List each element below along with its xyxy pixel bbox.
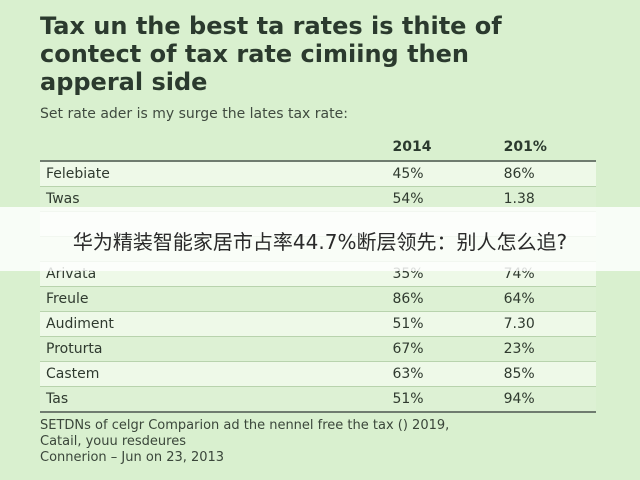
table-row: Castem 63% 85% xyxy=(40,361,596,387)
row-name: Tas xyxy=(40,386,392,413)
table-row: Tas 51% 94% xyxy=(40,386,596,413)
row-value-1: 67% xyxy=(391,336,503,362)
row-name: Castem xyxy=(40,361,392,387)
row-value-1: 45% xyxy=(391,161,503,187)
row-value-1: 63% xyxy=(391,361,503,387)
caption-text: 华为精装智能家居市占率44.7%断层领先：别人怎么追? xyxy=(72,230,568,254)
row-name: Freule xyxy=(40,286,392,312)
table-row: Audiment 51% 7.30 xyxy=(40,311,596,337)
row-value-2: 64% xyxy=(502,286,596,312)
row-value-1: 86% xyxy=(391,286,503,312)
row-name: Audiment xyxy=(40,311,392,337)
table-row: Felebiate 45% 86% xyxy=(40,161,596,187)
row-name: Proturta xyxy=(40,336,392,362)
header-year-2: 201% xyxy=(502,134,596,162)
table-row: Freule 86% 64% xyxy=(40,286,596,312)
row-value-1: 51% xyxy=(391,311,503,337)
row-value-2: 85% xyxy=(502,361,596,387)
row-value-2: 94% xyxy=(502,386,596,413)
header-year-1: 2014 xyxy=(391,134,503,162)
table-row: Proturta 67% 23% xyxy=(40,336,596,362)
row-value-2: 86% xyxy=(502,161,596,187)
row-value-1: 51% xyxy=(391,386,503,413)
table-header-row: 2014 201% xyxy=(40,134,596,162)
document-subtitle: Set rate ader is my surge the lates tax … xyxy=(40,106,348,122)
row-value-2: 7.30 xyxy=(502,311,596,337)
tax-rate-table: 2014 201% Felebiate 45% 86% Twas 54% 1.3… xyxy=(40,134,596,413)
header-name xyxy=(40,134,392,162)
row-value-2: 23% xyxy=(502,336,596,362)
document-footnote: SETDNs of celgr Comparion ad the nennel … xyxy=(40,418,450,465)
caption-banner xyxy=(0,207,640,271)
document-title: Tax un the best ta rates is thite of con… xyxy=(40,12,502,96)
row-name: Felebiate xyxy=(40,161,392,187)
